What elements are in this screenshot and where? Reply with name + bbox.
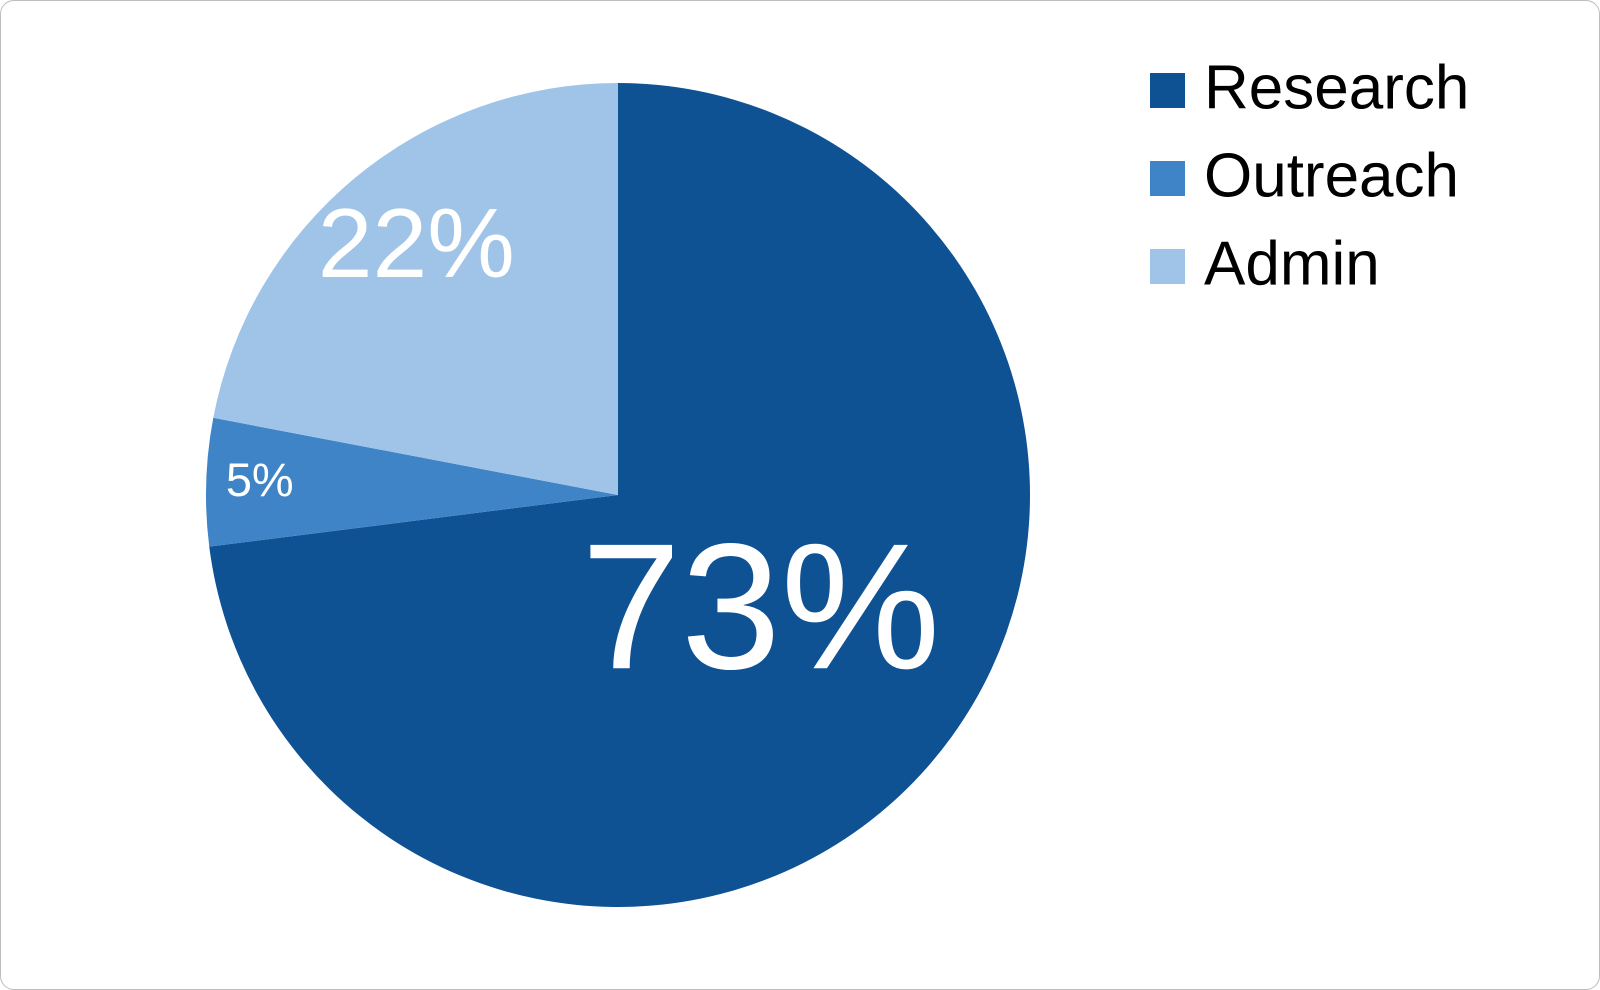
legend-swatch bbox=[1150, 73, 1185, 108]
legend-swatch bbox=[1150, 161, 1185, 196]
slice-label: 22% bbox=[318, 188, 515, 298]
legend-swatch bbox=[1150, 249, 1185, 284]
legend-label: Admin bbox=[1204, 229, 1380, 298]
pie-slice bbox=[209, 83, 1031, 907]
slice-label: 5% bbox=[226, 453, 294, 506]
pie-slice bbox=[206, 417, 618, 547]
pie-slice bbox=[213, 83, 618, 495]
legend-label: Research bbox=[1204, 53, 1469, 122]
slice-label: 73% bbox=[581, 507, 940, 707]
legend-label: Outreach bbox=[1204, 141, 1459, 210]
